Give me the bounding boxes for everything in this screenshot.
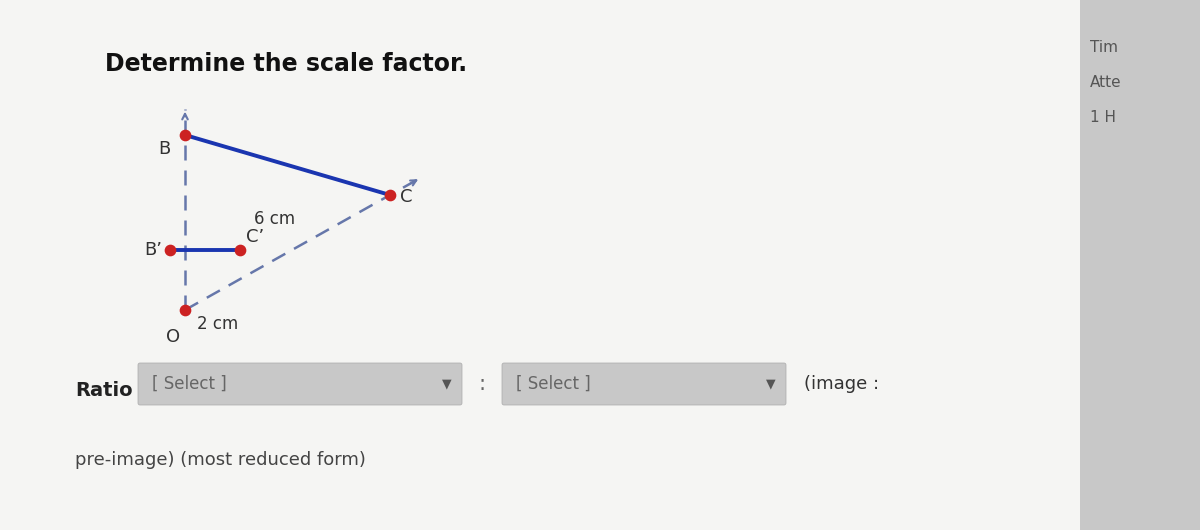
Text: B’: B’ — [144, 241, 162, 259]
Text: Atte: Atte — [1090, 75, 1122, 90]
Text: (image :: (image : — [804, 375, 880, 393]
Text: pre-image) (most reduced form): pre-image) (most reduced form) — [74, 451, 366, 469]
Text: :: : — [479, 374, 486, 394]
Point — [230, 246, 250, 254]
Text: [ Select ]: [ Select ] — [516, 375, 590, 393]
Text: 6 cm: 6 cm — [254, 209, 295, 227]
Point — [175, 306, 194, 314]
Text: ▼: ▼ — [767, 377, 776, 391]
Point — [161, 246, 180, 254]
Text: ▼: ▼ — [443, 377, 452, 391]
Text: 1 H: 1 H — [1090, 110, 1116, 125]
Text: C: C — [400, 188, 413, 206]
Point — [175, 131, 194, 139]
Point — [380, 191, 400, 199]
Text: Determine the scale factor.: Determine the scale factor. — [106, 52, 467, 76]
Text: Ratio: Ratio — [74, 381, 133, 400]
Bar — [1080, 0, 1200, 530]
Text: C’: C’ — [246, 228, 264, 246]
FancyBboxPatch shape — [502, 363, 786, 405]
Text: O: O — [166, 328, 180, 346]
Text: Tim: Tim — [1090, 40, 1118, 55]
FancyBboxPatch shape — [138, 363, 462, 405]
Text: 2 cm: 2 cm — [197, 315, 239, 333]
Text: [ Select ]: [ Select ] — [152, 375, 227, 393]
Text: B: B — [157, 140, 170, 158]
